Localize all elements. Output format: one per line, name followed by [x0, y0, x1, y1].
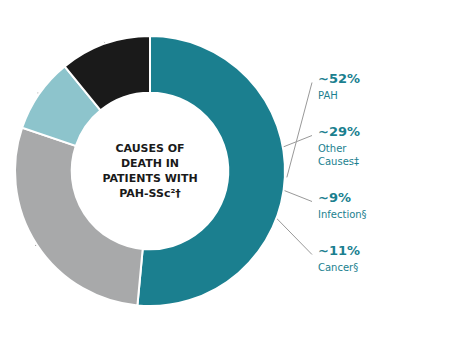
data-label: ~52%: [318, 71, 360, 86]
category-label-line: Infection§: [318, 208, 367, 219]
category-label-line: Causes‡: [318, 155, 359, 166]
slice: [65, 36, 150, 110]
data-label: ~9%: [318, 190, 351, 205]
category-label: Infection§: [318, 208, 367, 219]
donut: CAUSES OF DEATH IN PATIENTS WITH PAH-SSc²†: [15, 36, 285, 306]
data-label: ~29%: [318, 124, 360, 139]
data-labels: ~52% PAH ~29% Other Causes‡ ~9% Infection§ ~11…: [318, 71, 367, 272]
center-text: PATIENTS WITH: [102, 172, 197, 185]
center-text: DEATH IN: [121, 157, 179, 170]
category-label-line: PAH: [318, 89, 338, 100]
data-label: ~11%: [318, 243, 360, 258]
leader-line: [287, 83, 312, 178]
category-label: Other Causes‡: [318, 142, 359, 166]
center-text: PAH-SSc²†: [119, 187, 181, 200]
category-label-line: Other: [318, 142, 350, 153]
slice: [137, 36, 285, 306]
category-label: Cancer§: [318, 261, 358, 272]
category-label-line: Cancer§: [318, 261, 358, 272]
center-text: CAUSES OF: [115, 142, 184, 155]
category-label: PAH: [318, 89, 338, 100]
chart: CAUSES OF DEATH IN PATIENTS WITH PAH-SSc²† ~…: [0, 0, 451, 342]
